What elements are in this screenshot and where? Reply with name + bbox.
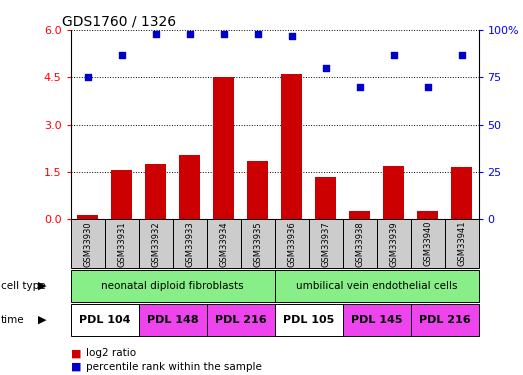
Bar [281,74,302,219]
Bar [139,219,173,268]
Text: GSM33931: GSM33931 [117,221,126,267]
Text: PDL 148: PDL 148 [147,315,198,325]
Bar [309,219,343,268]
Text: log2 ratio: log2 ratio [86,348,137,358]
Bar [173,219,207,268]
Point [389,52,397,58]
Bar [241,219,275,268]
Bar [445,219,479,268]
Text: GSM33932: GSM33932 [151,221,160,267]
Text: PDL 105: PDL 105 [283,315,334,325]
Bar [383,166,404,219]
Text: GSM33934: GSM33934 [219,221,228,267]
Text: PDL 216: PDL 216 [419,315,470,325]
Text: GSM33930: GSM33930 [83,221,92,267]
Text: GSM33935: GSM33935 [253,221,262,267]
Point [253,31,262,37]
Bar [207,219,241,268]
Bar [213,77,234,219]
Bar [315,177,336,219]
Bar [411,304,479,336]
Bar [377,219,411,268]
Text: ▶: ▶ [38,281,46,291]
Bar [207,304,275,336]
Text: PDL 145: PDL 145 [351,315,402,325]
Text: GSM33938: GSM33938 [355,221,364,267]
Bar [411,219,445,268]
Text: GDS1760 / 1326: GDS1760 / 1326 [62,15,177,29]
Bar [343,304,411,336]
Point [355,84,363,90]
Text: time: time [1,315,25,325]
Point [321,65,329,71]
Point [287,33,295,39]
Bar [71,304,139,336]
Bar [417,210,438,219]
Point [151,31,160,37]
Point [423,84,431,90]
Text: PDL 104: PDL 104 [79,315,130,325]
Bar [275,219,309,268]
Text: umbilical vein endothelial cells: umbilical vein endothelial cells [296,281,457,291]
Point [117,52,126,58]
Bar [247,161,268,219]
Bar [145,164,166,219]
Text: PDL 216: PDL 216 [215,315,266,325]
Text: GSM33940: GSM33940 [423,221,432,267]
Point [83,74,92,80]
Point [219,31,228,37]
Bar [349,210,370,219]
Bar [275,304,343,336]
Bar [77,214,98,219]
Text: cell type: cell type [1,281,46,291]
Point [457,52,465,58]
Text: ■: ■ [71,348,81,358]
Text: GSM33933: GSM33933 [185,221,194,267]
Text: GSM33941: GSM33941 [457,221,466,267]
Bar [451,167,472,219]
Bar [105,219,139,268]
Bar [179,154,200,219]
Bar [139,304,207,336]
Bar [71,219,105,268]
Bar [111,171,132,219]
Text: ■: ■ [71,362,81,372]
Text: neonatal diploid fibroblasts: neonatal diploid fibroblasts [101,281,244,291]
Text: ▶: ▶ [38,315,46,325]
Text: percentile rank within the sample: percentile rank within the sample [86,362,262,372]
Bar [71,270,275,302]
Bar [343,219,377,268]
Text: GSM33939: GSM33939 [389,221,398,267]
Text: GSM33936: GSM33936 [287,221,296,267]
Bar [275,270,479,302]
Text: GSM33937: GSM33937 [321,221,330,267]
Point [185,31,194,37]
